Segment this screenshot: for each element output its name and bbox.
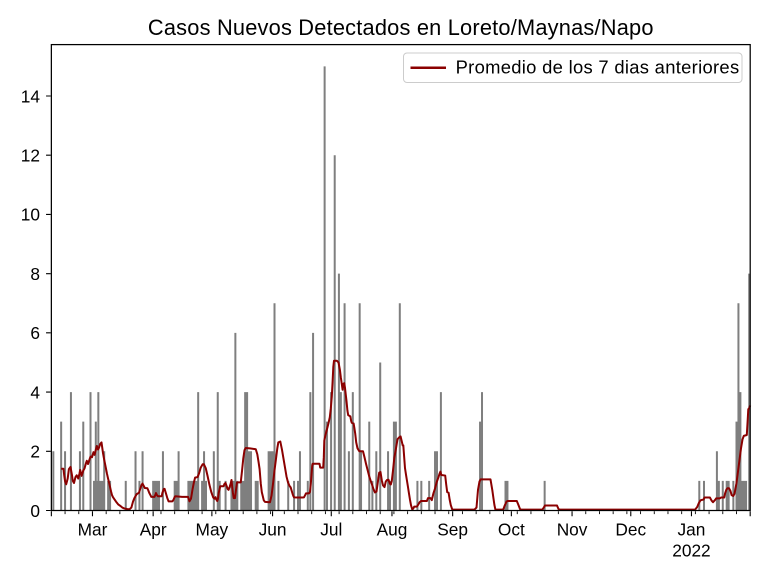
svg-text:2022: 2022 xyxy=(672,541,710,561)
svg-text:Dec: Dec xyxy=(615,519,646,539)
svg-text:8: 8 xyxy=(30,264,40,284)
svg-text:Sep: Sep xyxy=(437,519,468,539)
svg-text:Casos Nuevos Detectados en Lor: Casos Nuevos Detectados en Loreto/Maynas… xyxy=(148,15,654,40)
svg-text:Jan: Jan xyxy=(678,519,706,539)
svg-text:May: May xyxy=(196,519,229,539)
svg-text:Jul: Jul xyxy=(320,519,342,539)
svg-text:Jun: Jun xyxy=(259,519,287,539)
svg-text:12: 12 xyxy=(21,146,40,166)
svg-text:0: 0 xyxy=(30,501,40,521)
svg-text:4: 4 xyxy=(30,382,40,402)
svg-text:Mar: Mar xyxy=(78,519,108,539)
svg-text:Apr: Apr xyxy=(140,519,167,539)
svg-text:Oct: Oct xyxy=(498,519,525,539)
svg-text:14: 14 xyxy=(21,86,41,106)
svg-text:Aug: Aug xyxy=(377,519,408,539)
svg-text:Promedio de los 7 dias anterio: Promedio de los 7 dias anteriores xyxy=(456,57,740,78)
svg-text:2: 2 xyxy=(30,442,40,462)
svg-text:6: 6 xyxy=(30,323,40,343)
svg-text:Nov: Nov xyxy=(557,519,588,539)
svg-text:10: 10 xyxy=(21,205,40,225)
